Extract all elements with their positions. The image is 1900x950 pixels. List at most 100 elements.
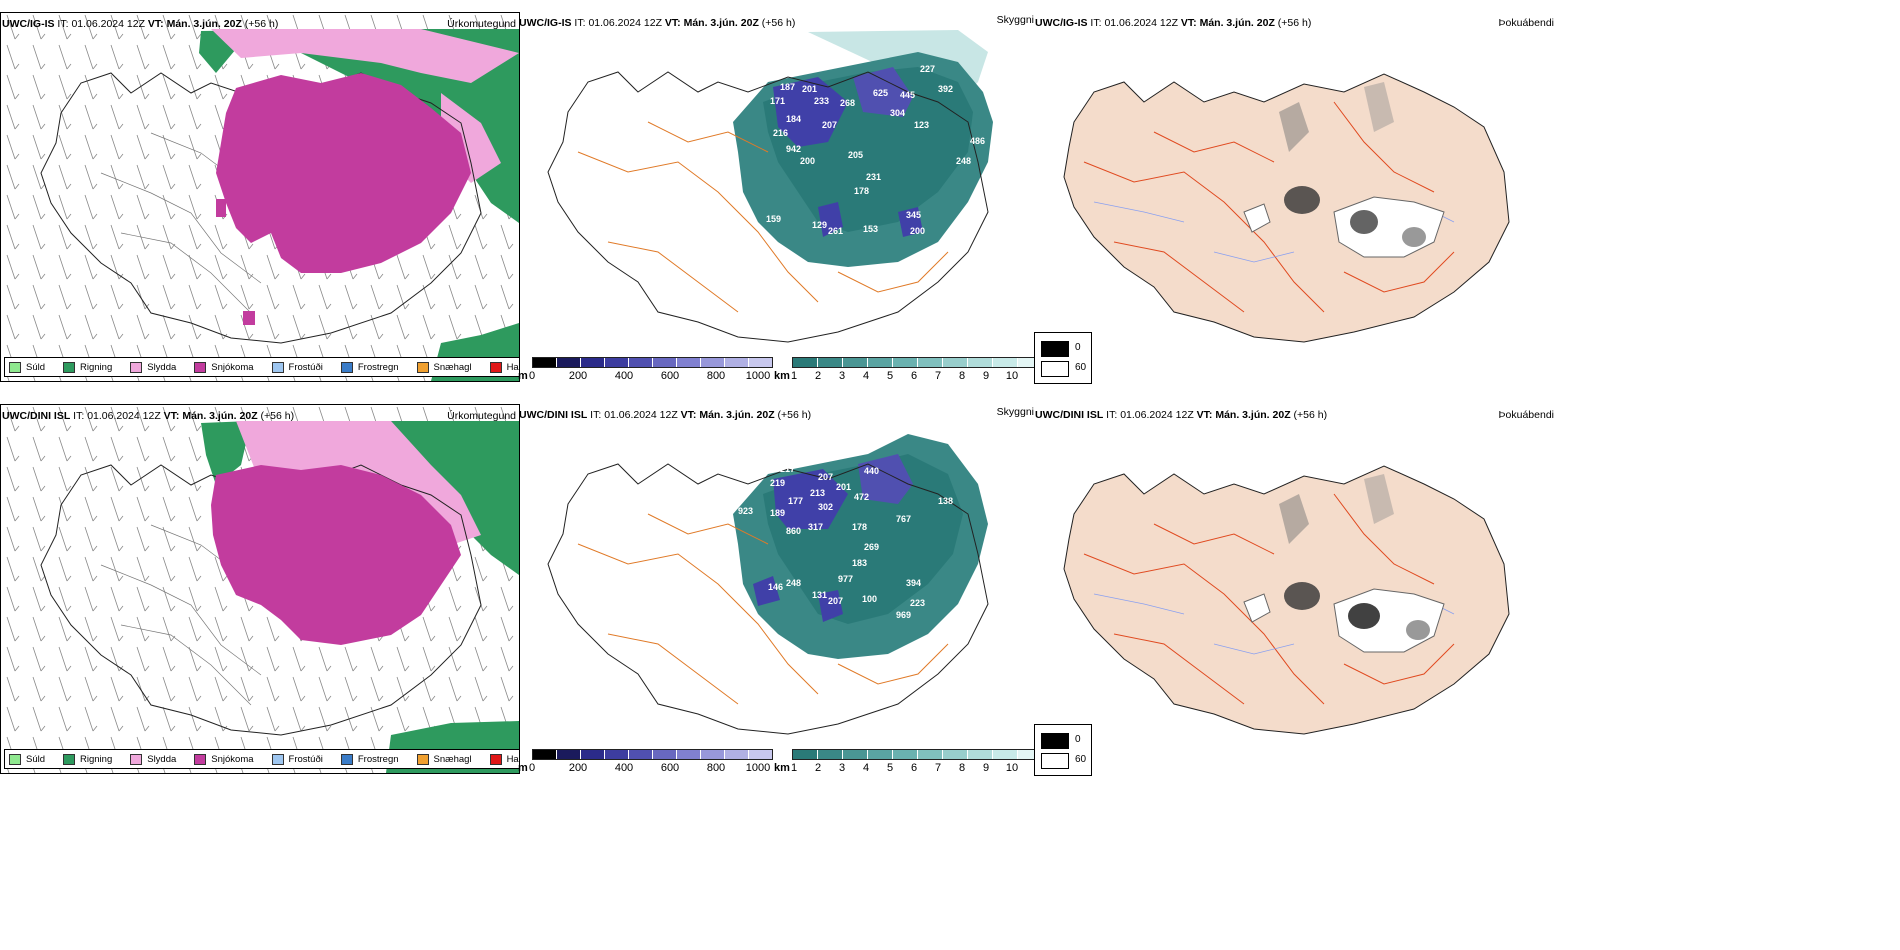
svg-text:317: 317: [808, 522, 823, 532]
model-name: UWC/DINI ISL: [1035, 409, 1104, 421]
svg-text:189: 189: [770, 508, 785, 518]
svg-text:131: 131: [812, 590, 827, 600]
visibility-colorbar-cells: [792, 357, 1034, 368]
legend-item-haglel: Haglél: [489, 753, 519, 765]
svg-text:178: 178: [854, 186, 869, 196]
vt-value: Mán. 3.jún. 20Z: [166, 18, 242, 30]
panel-title-visibility: Skyggni: [996, 14, 1034, 26]
svg-text:392: 392: [938, 84, 953, 94]
svg-text:345: 345: [906, 210, 921, 220]
svg-text:146: 146: [768, 582, 783, 592]
legend-item-frostregn: Frostregn: [340, 361, 399, 373]
legend-item-snjokoma: Snjókoma: [194, 361, 254, 373]
legend-item-snaehagl: Snæhagl: [416, 753, 472, 765]
it-label: IT:: [57, 18, 69, 30]
svg-text:171: 171: [770, 96, 785, 106]
panel-title-fog: Þokuábendi: [1498, 17, 1554, 29]
visibility-colorbar-row2: km 1 2 3 4 5 6 7 8 9 10: [774, 749, 1034, 772]
svg-text:201: 201: [836, 482, 851, 492]
iceland-outline: [547, 463, 989, 735]
fog-panel-row1: UWC/IG-IS IT: 01.06.2024 12Z VT: Mán. 3.…: [1034, 12, 1554, 380]
svg-text:304: 304: [890, 108, 905, 118]
iceland-outline: [40, 464, 482, 736]
svg-text:184: 184: [786, 114, 801, 124]
svg-text:123: 123: [914, 120, 929, 130]
svg-text:231: 231: [866, 172, 881, 182]
header-row2-right: UWC/DINI ISL IT: 01.06.2024 12Z VT: Mán.…: [1035, 409, 1328, 421]
visibility-colorbar-row1: km 1 2 3 4 5 6 7 8 9 10: [774, 357, 1034, 380]
svg-text:486: 486: [970, 136, 985, 146]
header-row2-mid: UWC/DINI ISL IT: 01.06.2024 12Z VT: Mán.…: [519, 409, 812, 421]
precip-type-map-row1: [1, 13, 519, 381]
precip-type-panel-row1: UWC/IG-IS IT: 01.06.2024 12Z VT: Mán. 3.…: [0, 12, 520, 382]
svg-text:445: 445: [900, 90, 915, 100]
model-name: UWC/DINI ISL: [2, 410, 71, 422]
svg-text:207: 207: [822, 120, 837, 130]
svg-text:129: 129: [812, 220, 827, 230]
header-row2-left: UWC/DINI ISL IT: 01.06.2024 12Z VT: Mán.…: [2, 410, 295, 422]
svg-text:178: 178: [852, 522, 867, 532]
legend-item-haglel: Haglél: [489, 361, 519, 373]
legend-item-rigning: Rigning: [63, 753, 112, 765]
svg-text:767: 767: [896, 514, 911, 524]
legend-item-snaehagl: Snæhagl: [416, 361, 472, 373]
header-row1-mid: UWC/IG-IS IT: 01.06.2024 12Z VT: Mán. 3.…: [519, 17, 796, 29]
svg-text:200: 200: [800, 156, 815, 166]
panel-title-visibility: Skyggni: [996, 406, 1034, 418]
svg-text:625: 625: [873, 88, 888, 98]
visibility-unit: km: [774, 370, 790, 380]
svg-text:227: 227: [920, 64, 935, 74]
legend-item-slydda: Slydda: [130, 753, 176, 765]
visibility-panel-row1: 187 201 171 233 184 216 207 268 625 304 227 445 …: [518, 12, 1034, 380]
iceland-outline: [547, 71, 989, 343]
header-row1-left: UWC/IG-IS IT: 01.06.2024 12Z VT: Mán. 3.…: [2, 18, 278, 30]
svg-text:261: 261: [828, 226, 843, 236]
svg-text:977: 977: [838, 574, 853, 584]
fog-map-row2: [1063, 465, 1510, 735]
legend-item-snjokoma: Snjókoma: [194, 753, 254, 765]
svg-text:269: 269: [864, 542, 879, 552]
precip-type-map-row2: [1, 405, 519, 773]
model-name: UWC/IG-IS: [1035, 17, 1088, 29]
svg-text:201: 201: [802, 84, 817, 94]
svg-text:860: 860: [786, 526, 801, 536]
svg-text:201: 201: [800, 456, 815, 466]
fog-panel-row2: UWC/DINI ISL IT: 01.06.2024 12Z VT: Mán.…: [1034, 404, 1554, 772]
svg-text:394: 394: [906, 578, 921, 588]
svg-text:302: 302: [818, 502, 833, 512]
svg-text:217: 217: [780, 464, 795, 474]
visibility-panel-row2: 98 201 217 219 207 201 440 472 138 923 189 177 3…: [518, 404, 1034, 772]
model-name: UWC/IG-IS: [519, 17, 572, 29]
svg-text:200: 200: [910, 226, 925, 236]
svg-text:223: 223: [910, 598, 925, 608]
svg-text:153: 153: [863, 224, 878, 234]
fog-map-row1: [1063, 73, 1510, 343]
legend-item-rigning: Rigning: [63, 361, 112, 373]
svg-text:91: 91: [732, 582, 742, 592]
ceiling-colorbar-cells: [532, 357, 773, 368]
svg-text:248: 248: [786, 578, 801, 588]
svg-text:268: 268: [840, 98, 855, 108]
panel-title-precip: Úrkomutegund: [447, 410, 516, 422]
legend-item-slydda: Slydda: [130, 361, 176, 373]
svg-text:31: 31: [758, 326, 768, 336]
legend-item-frostregn: Frostregn: [340, 753, 399, 765]
header-row1-right: UWC/IG-IS IT: 01.06.2024 12Z VT: Mán. 3.…: [1035, 17, 1312, 29]
ceiling-unit: m: [518, 370, 528, 380]
svg-text:138: 138: [938, 496, 953, 506]
svg-text:100: 100: [862, 594, 877, 604]
svg-text:233: 233: [814, 96, 829, 106]
it-value: 01.06.2024 12Z: [71, 18, 145, 30]
svg-text:942: 942: [786, 144, 801, 154]
svg-text:969: 969: [896, 610, 911, 620]
cloud-legend-row1: 0 60: [1034, 332, 1092, 384]
legend-item-frostudi: Frostúði: [271, 753, 323, 765]
svg-text:159: 159: [766, 214, 781, 224]
svg-text:98: 98: [886, 428, 896, 438]
svg-text:219: 219: [770, 478, 785, 488]
svg-text:216: 216: [773, 128, 788, 138]
model-name: UWC/DINI ISL: [519, 409, 588, 421]
svg-text:183: 183: [852, 558, 867, 568]
